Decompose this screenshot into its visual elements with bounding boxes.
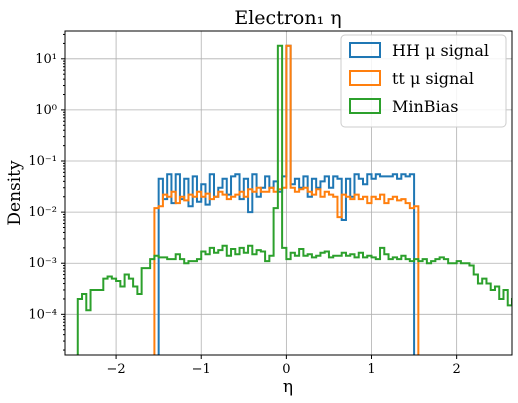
legend-swatch [349,42,381,58]
legend-swatch [349,70,381,86]
legend: HH μ signal tt μ signal MinBias [340,34,507,128]
x-tick-label: 1 [367,362,375,377]
y-tick-label: 10⁻¹ [28,154,57,169]
legend-entry-label: HH μ signal [392,41,489,60]
series-step-line [153,44,420,355]
series-step-line [157,44,416,355]
y-axis-ticks: 10⁻⁴ 10⁻³ 10⁻² 10⁻¹ 10⁰ 10¹ [28,33,65,351]
x-tick-label: −1 [192,362,211,377]
legend-box [340,34,507,128]
series-0 [157,44,416,355]
x-axis-label: η [283,377,293,397]
y-tick-label: 10⁰ [35,103,57,118]
y-tick-label: 10¹ [35,52,57,67]
x-axis-ticks: −2 −1 0 1 2 [106,355,461,377]
chart-title: Electron₁ η [234,7,341,29]
series-layer [76,44,512,355]
legend-entry-label: MinBias [392,97,458,116]
series-1 [153,44,420,355]
y-tick-label: 10⁻⁴ [28,307,57,322]
legend-entry-label: tt μ signal [392,69,474,88]
y-tick-label: 10⁻² [28,205,57,220]
x-tick-label: −2 [106,362,125,377]
y-tick-label: 10⁻³ [28,256,57,271]
plot-area-frame [64,30,513,356]
series-step-line [76,44,512,355]
x-tick-label: 2 [453,362,461,377]
y-axis-label: Density [5,160,25,226]
series-2 [76,44,512,355]
x-tick-label: 0 [282,362,290,377]
legend-swatch [349,98,381,114]
